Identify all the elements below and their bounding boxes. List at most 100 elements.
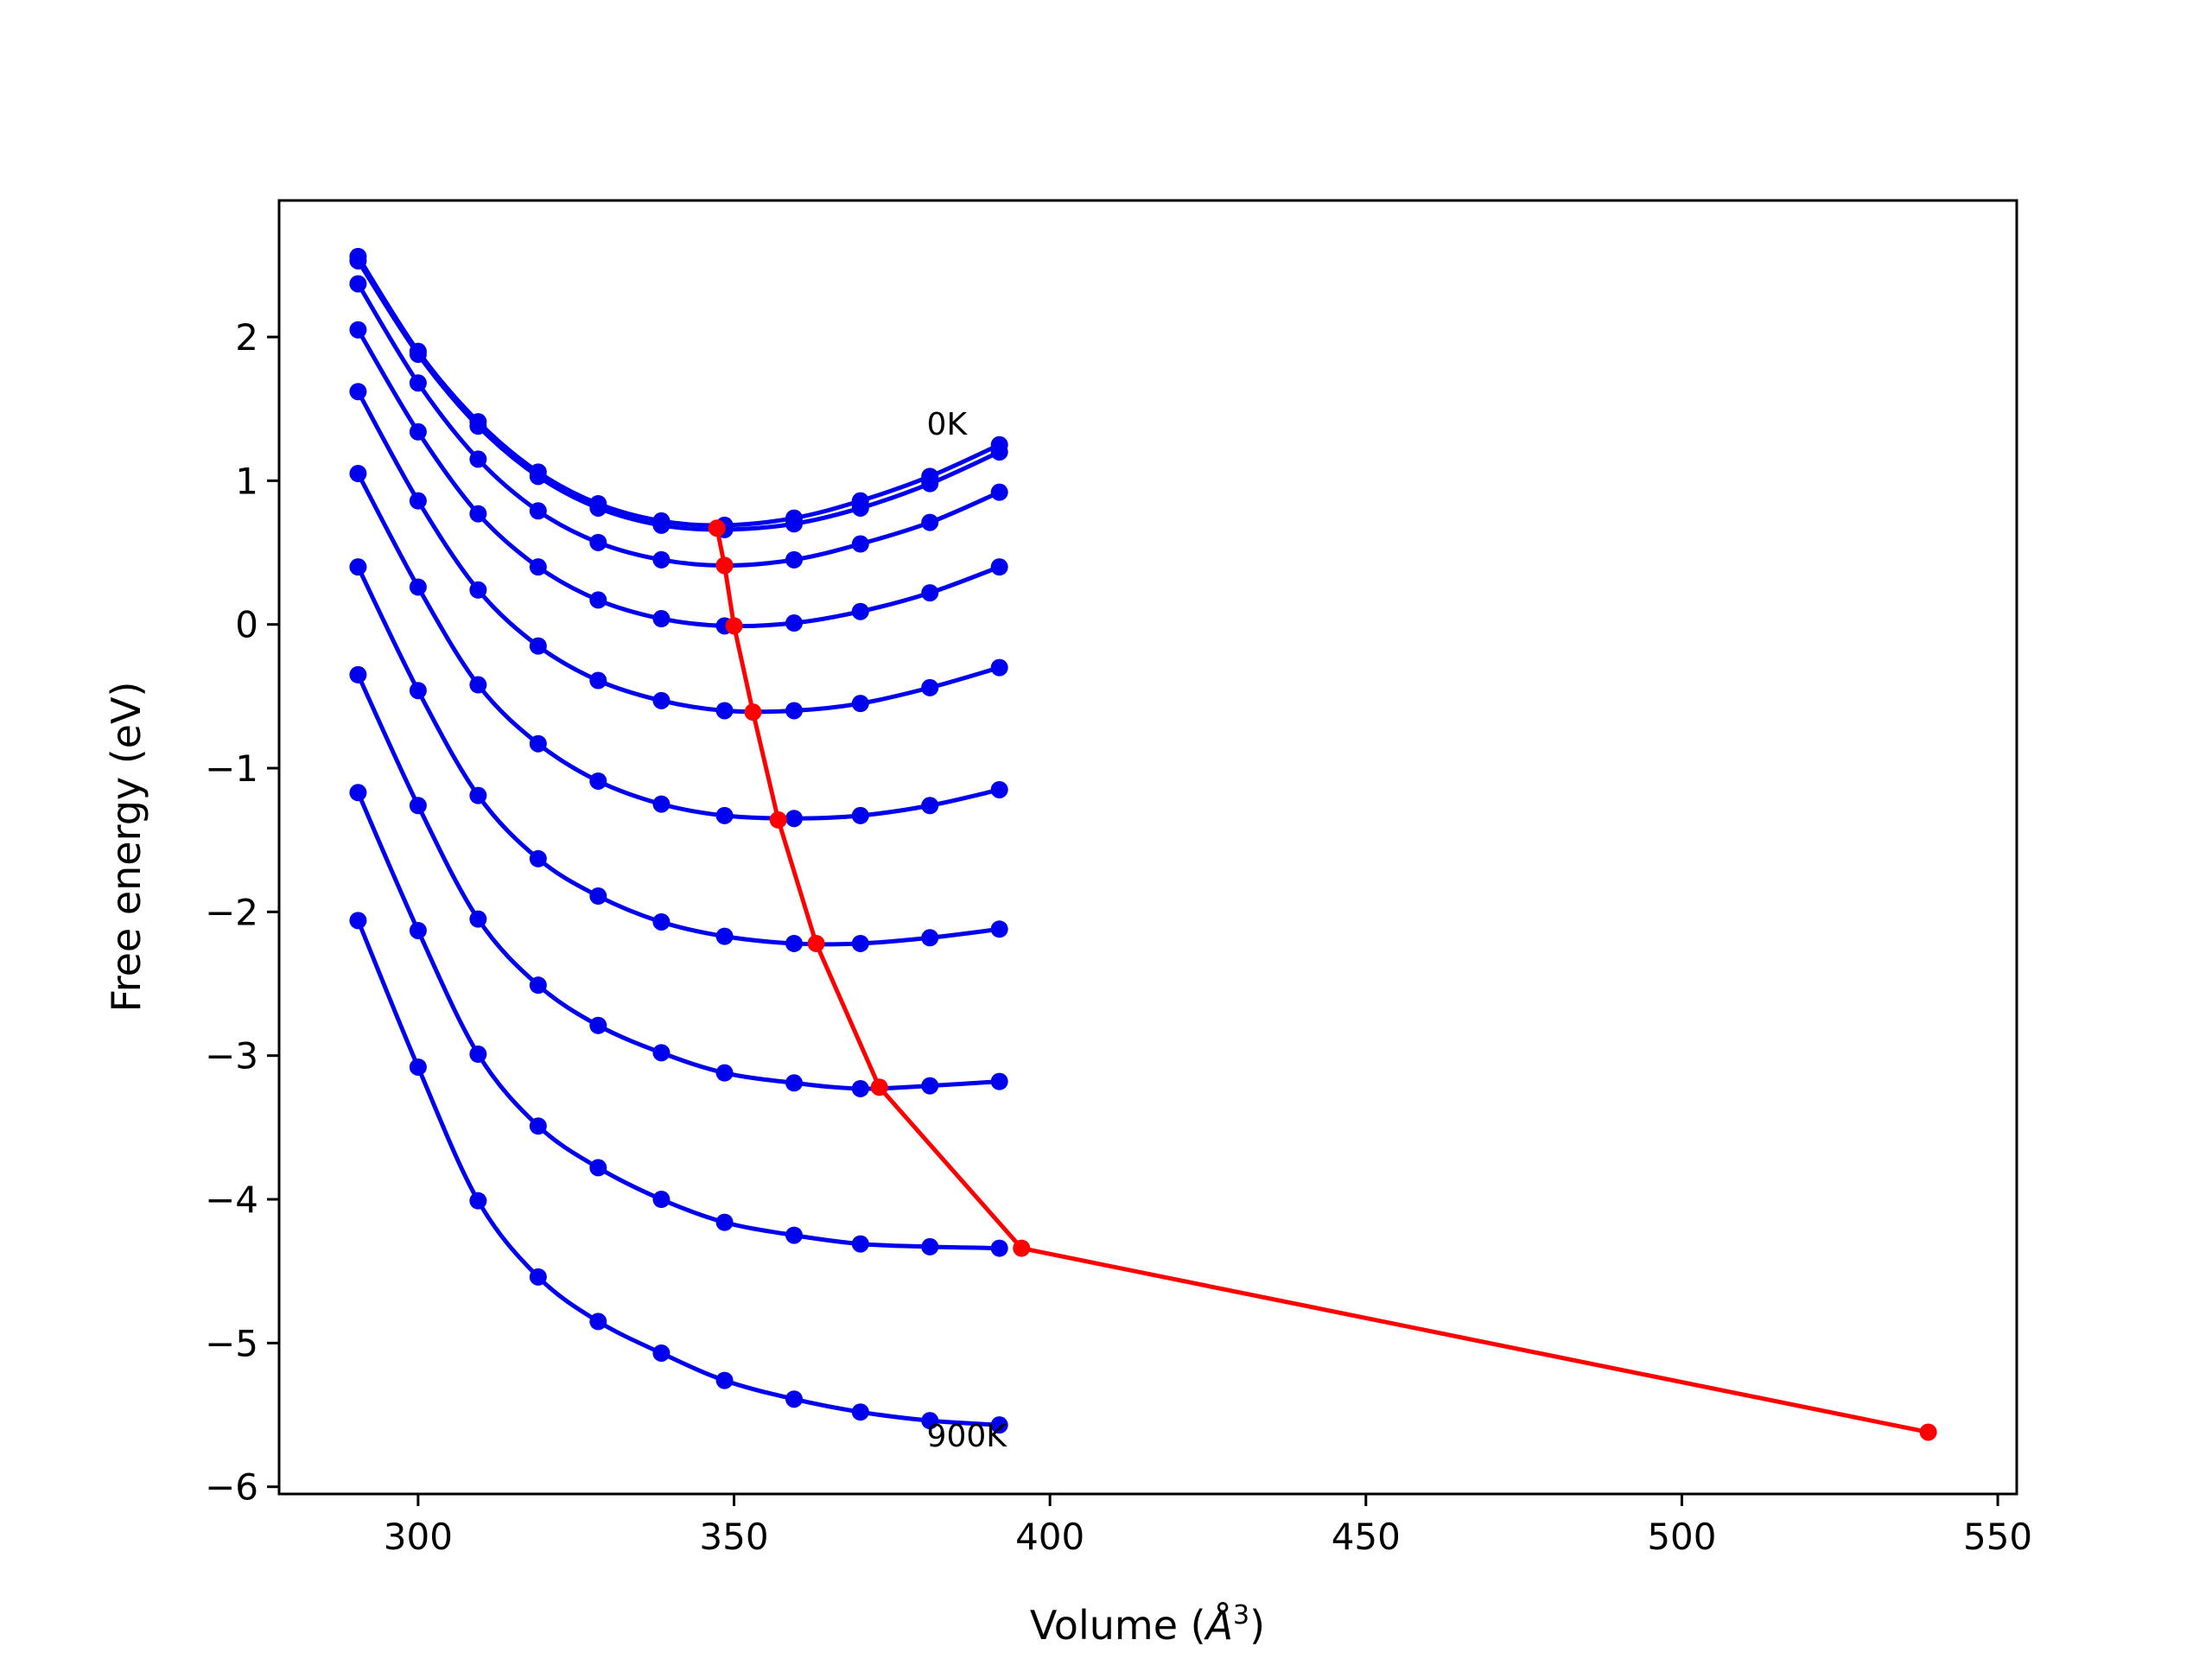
series-8-point-3 xyxy=(529,1117,547,1135)
series-7-point-8 xyxy=(851,1079,869,1097)
series-6-point-1 xyxy=(409,682,427,700)
series-1-point-2 xyxy=(469,417,487,435)
series-9-point-1 xyxy=(409,1058,427,1076)
series-1-point-9 xyxy=(921,474,939,493)
series-8-point-7 xyxy=(785,1226,803,1244)
series-5-point-6 xyxy=(715,806,734,824)
series-7-point-10 xyxy=(990,1072,1008,1090)
plot-frame xyxy=(277,199,2018,1496)
series-4-line xyxy=(355,389,1002,715)
series-8-point-8 xyxy=(851,1235,869,1253)
y-tick-label--1: −1 xyxy=(205,747,258,790)
x-axis: 300 350 400 450 500 550 xyxy=(384,1494,2032,1558)
x-tick-label-300: 300 xyxy=(384,1516,453,1558)
series-4-point-2 xyxy=(469,581,487,599)
series-3-point-5 xyxy=(652,610,671,628)
series-4-point-6 xyxy=(715,702,734,720)
x-axis-label-text: Volume ( xyxy=(1030,1602,1206,1649)
series-6-point-9 xyxy=(921,929,939,947)
x-tick-label-500: 500 xyxy=(1647,1516,1716,1558)
series-8-point-1 xyxy=(409,921,427,939)
series-6-point-8 xyxy=(851,934,869,952)
minima-point-5 xyxy=(807,934,825,952)
series-7-point-3 xyxy=(529,976,547,995)
series-9-point-8 xyxy=(851,1403,869,1421)
series-2-point-1 xyxy=(409,374,427,392)
series-5-point-8 xyxy=(851,806,869,824)
minima-point-4 xyxy=(769,810,787,829)
series-7-point-7 xyxy=(785,1074,803,1092)
series-1-point-10 xyxy=(990,443,1008,461)
series-8-point-5 xyxy=(652,1191,671,1209)
minima-layer xyxy=(708,519,1937,1441)
series-9-point-0 xyxy=(349,912,367,930)
series-7-point-9 xyxy=(921,1077,939,1095)
minima-point-7 xyxy=(1013,1239,1031,1257)
series-4-point-10 xyxy=(990,658,1008,677)
series-2-point-7 xyxy=(785,550,803,569)
series-6-line xyxy=(355,564,1002,947)
minima-point-0 xyxy=(708,519,726,537)
series-2-point-3 xyxy=(529,502,547,520)
y-tick-label-2: 2 xyxy=(235,316,258,359)
x-tick-label-350: 350 xyxy=(699,1516,768,1558)
minima-point-8 xyxy=(1919,1423,1937,1441)
annotation-1: 900K xyxy=(927,1419,1008,1454)
series-8-point-0 xyxy=(349,784,367,802)
series-4-point-0 xyxy=(349,383,367,401)
curves-layer xyxy=(349,247,1008,1434)
x-tick-label-550: 550 xyxy=(1963,1516,2032,1558)
y-tick-label-1: 1 xyxy=(235,460,258,502)
series-4-point-5 xyxy=(652,691,671,709)
series-2-point-5 xyxy=(652,550,671,569)
y-tick-label--3: −3 xyxy=(205,1035,258,1077)
series-7-point-6 xyxy=(715,1064,734,1082)
series-9-point-4 xyxy=(589,1313,607,1331)
series-7-point-0 xyxy=(349,665,367,683)
series-5-point-7 xyxy=(785,810,803,828)
series-3-point-4 xyxy=(589,591,607,609)
series-1-point-4 xyxy=(589,499,607,517)
y-axis-label: Free energy (eV) xyxy=(103,682,149,1013)
series-1-point-5 xyxy=(652,516,671,534)
y-tick-label-0: 0 xyxy=(235,604,258,646)
series-9-point-9 xyxy=(921,1412,939,1430)
series-6-point-5 xyxy=(652,912,671,931)
series-7-point-4 xyxy=(589,1016,607,1034)
series-3-point-9 xyxy=(921,584,939,602)
series-8-point-9 xyxy=(921,1237,939,1255)
series-6-point-2 xyxy=(469,786,487,804)
series-9-point-7 xyxy=(785,1390,803,1408)
y-tick-label--2: −2 xyxy=(205,891,258,933)
series-7-point-5 xyxy=(652,1044,671,1062)
minima-point-1 xyxy=(715,556,734,575)
series-3-point-10 xyxy=(990,558,1008,576)
series-4-point-7 xyxy=(785,702,803,720)
series-3-line xyxy=(355,327,1002,629)
series-5-line xyxy=(355,471,1002,821)
series-6-point-3 xyxy=(529,849,547,868)
series-9-point-3 xyxy=(529,1268,547,1286)
series-8-point-10 xyxy=(990,1239,1008,1257)
x-tick-label-450: 450 xyxy=(1332,1516,1401,1558)
series-2-point-2 xyxy=(469,450,487,468)
series-3-point-0 xyxy=(349,321,367,339)
series-8-point-4 xyxy=(589,1159,607,1177)
minima-point-3 xyxy=(744,703,762,721)
series-5-point-10 xyxy=(990,780,1008,798)
x-tick-label-400: 400 xyxy=(1015,1516,1084,1558)
minima-point-2 xyxy=(725,617,743,635)
series-2-point-8 xyxy=(851,535,869,553)
y-axis: −6 −5 −4 −3 −2 −1 0 1 2 xyxy=(205,316,279,1509)
series-5-point-9 xyxy=(921,797,939,815)
series-6-point-6 xyxy=(715,927,734,945)
x-axis-label: Volume (Å3) xyxy=(1030,1600,1265,1649)
annotation-0: 0K xyxy=(927,407,969,442)
series-5-point-1 xyxy=(409,578,427,596)
series-3-point-8 xyxy=(851,602,869,620)
series-4-point-9 xyxy=(921,678,939,696)
y-tick-label--6: −6 xyxy=(205,1466,258,1509)
annotations: 0K 900K xyxy=(927,407,1008,1454)
series-8-point-6 xyxy=(715,1213,734,1231)
